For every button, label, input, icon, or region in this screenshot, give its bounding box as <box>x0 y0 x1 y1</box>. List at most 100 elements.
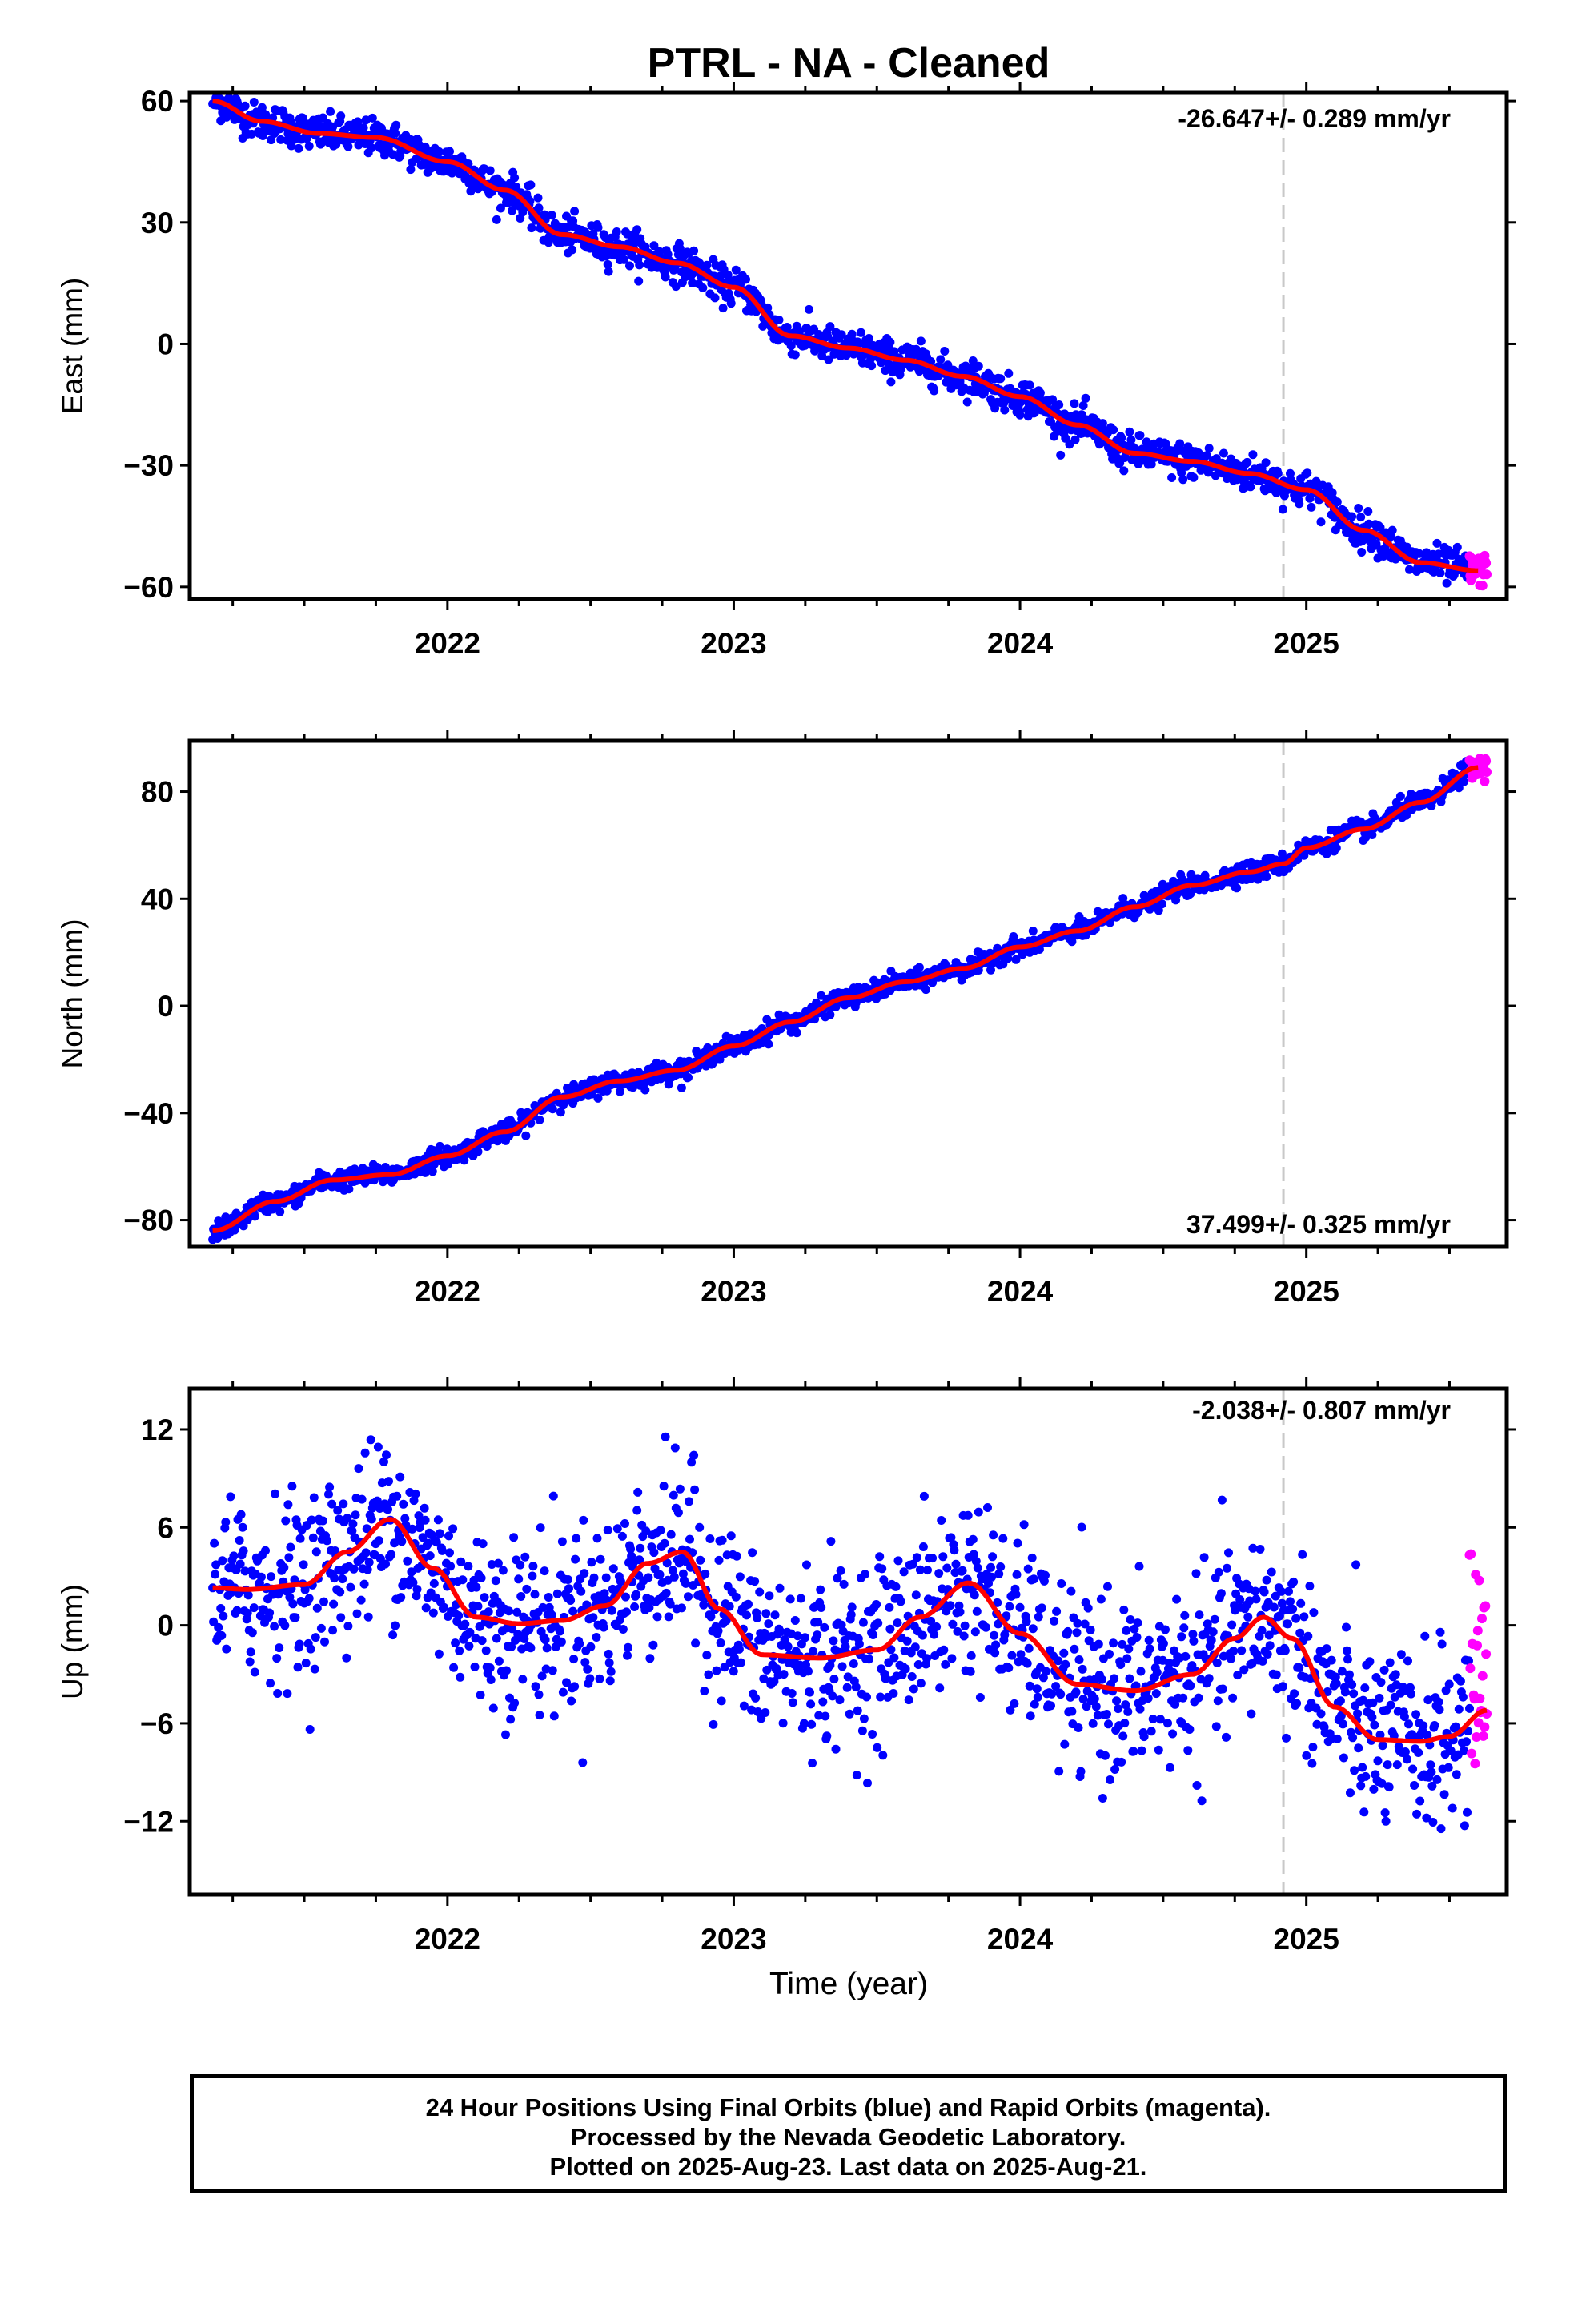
final-orbit-point <box>1179 1623 1189 1633</box>
final-orbit-point <box>1454 1704 1464 1714</box>
final-orbit-point <box>1151 1689 1161 1699</box>
final-orbit-point <box>530 1590 540 1599</box>
final-orbit-point <box>1189 472 1199 482</box>
final-orbit-point <box>373 1442 383 1452</box>
final-orbit-point <box>249 1603 259 1613</box>
final-orbit-point <box>1056 450 1066 460</box>
final-orbit-point <box>1027 1553 1037 1562</box>
x-tick-label: 2023 <box>701 1275 766 1308</box>
final-orbit-point <box>408 1524 417 1534</box>
final-orbit-point <box>1229 1647 1239 1656</box>
final-orbit-point <box>1367 1712 1377 1722</box>
final-orbit-point <box>1061 1659 1070 1669</box>
final-orbit-point <box>593 1093 603 1103</box>
final-orbit-point <box>1181 1651 1191 1661</box>
final-orbit-point <box>367 113 377 123</box>
final-orbit-point <box>955 1607 965 1617</box>
final-orbit-point <box>825 1010 835 1019</box>
final-orbit-point <box>630 1602 640 1611</box>
final-orbit-point <box>1443 1763 1453 1772</box>
final-orbit-point <box>1284 1586 1293 1596</box>
final-orbit-point <box>257 103 267 112</box>
final-orbit-point <box>534 203 544 213</box>
final-orbit-point <box>950 1546 959 1555</box>
final-orbit-point <box>542 1643 552 1653</box>
final-orbit-point <box>942 1563 952 1573</box>
final-orbit-point <box>1070 399 1079 408</box>
final-orbit-point <box>1302 1751 1311 1760</box>
x-tick-label: 2023 <box>701 627 766 660</box>
final-orbit-point <box>970 1627 980 1637</box>
final-orbit-point <box>1298 1550 1307 1559</box>
final-orbit-point <box>1063 1626 1073 1636</box>
fit-curve <box>212 99 1479 573</box>
final-orbit-point <box>889 1653 899 1663</box>
up-marks <box>208 1389 1492 1895</box>
final-orbit-point <box>873 1618 883 1628</box>
final-orbit-point <box>486 1675 496 1684</box>
final-orbit-point <box>534 1690 544 1699</box>
y-tick-label: 6 <box>157 1511 174 1544</box>
final-orbit-point <box>604 1658 614 1667</box>
final-orbit-point <box>1012 1570 1022 1579</box>
final-orbit-point <box>1122 1626 1131 1635</box>
final-orbit-point <box>354 1464 363 1474</box>
final-orbit-point <box>1432 1775 1442 1784</box>
y-tick-label: 0 <box>157 328 174 360</box>
final-orbit-point <box>283 1500 293 1510</box>
final-orbit-point <box>1019 1520 1029 1530</box>
final-orbit-point <box>842 1683 852 1692</box>
final-orbit-point <box>304 1594 314 1603</box>
final-orbit-point <box>1280 1646 1290 1655</box>
final-orbit-point <box>238 1522 247 1532</box>
final-orbit-point <box>675 244 685 253</box>
final-orbit-point <box>649 1548 659 1558</box>
final-orbit-point <box>288 1599 298 1609</box>
final-orbit-point <box>612 1524 622 1534</box>
final-orbit-point <box>960 1621 970 1630</box>
final-orbit-point <box>893 1618 902 1628</box>
final-orbit-point <box>1339 1753 1348 1763</box>
final-orbit-point <box>502 1666 511 1675</box>
final-orbit-point <box>456 1557 466 1566</box>
final-orbit-point <box>1216 1589 1226 1598</box>
fit-curve <box>212 765 1479 1233</box>
final-orbit-point <box>916 336 926 346</box>
final-orbit-point <box>624 1642 632 1652</box>
footer-box: 24 Hour Positions Using Final Orbits (bl… <box>190 2074 1507 2193</box>
final-orbit-point <box>633 1487 643 1497</box>
final-orbit-point <box>1354 504 1363 513</box>
final-orbit-point <box>604 267 613 276</box>
final-orbit-point <box>835 1695 845 1705</box>
final-orbit-point <box>1067 1707 1077 1716</box>
final-orbit-point <box>1376 1678 1386 1687</box>
final-orbit-point <box>853 338 863 348</box>
final-orbit-point <box>1217 1495 1227 1505</box>
final-orbit-point <box>1381 1816 1391 1826</box>
final-orbit-point <box>1134 1562 1144 1571</box>
final-orbit-point <box>1357 548 1367 557</box>
x-tick-label: 2024 <box>987 1923 1054 1956</box>
final-orbit-point <box>1353 1709 1363 1719</box>
final-orbit-point <box>1316 1709 1326 1719</box>
final-orbit-point <box>1430 1721 1439 1730</box>
final-orbit-point <box>510 173 520 183</box>
final-orbit-point <box>684 1072 693 1082</box>
final-orbit-point <box>454 1611 464 1620</box>
final-orbit-point <box>1434 1697 1443 1707</box>
final-orbit-point <box>384 1477 393 1486</box>
final-orbit-point <box>305 1725 315 1734</box>
final-orbit-point <box>685 1497 693 1506</box>
final-orbit-point <box>336 1613 346 1622</box>
final-orbit-point <box>1271 1670 1281 1679</box>
final-orbit-point <box>1202 451 1211 460</box>
final-orbit-point <box>593 223 603 232</box>
final-orbit-point <box>491 1576 500 1586</box>
final-orbit-point <box>603 1526 612 1535</box>
y-tick-label: −40 <box>123 1097 174 1130</box>
final-orbit-point <box>623 1651 632 1660</box>
final-orbit-point <box>535 1711 544 1720</box>
final-orbit-point <box>364 1558 374 1567</box>
